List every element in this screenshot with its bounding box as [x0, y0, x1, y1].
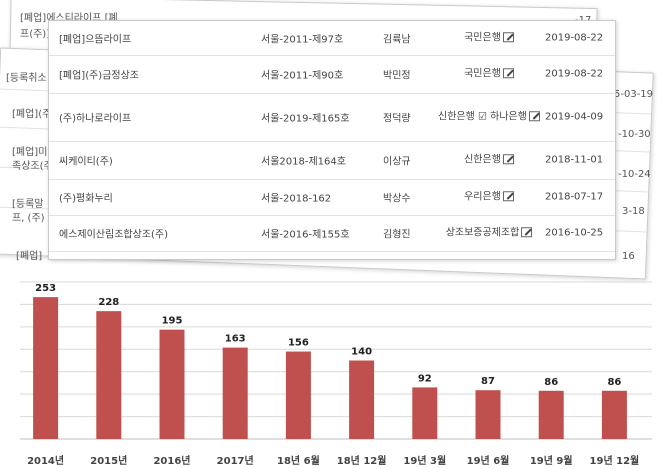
table-row: [폐업](주)금정상조 서울-2011-제90호 박민정 국민은행 2019-08-22 — [49, 55, 615, 94]
x-tick-label: 19년 3월 — [403, 454, 446, 467]
x-tick-label: 19년 6월 — [467, 454, 510, 467]
registration-date-cell: 2019-04-09 — [545, 111, 604, 123]
edit-icon[interactable] — [521, 227, 533, 238]
background-text-fragment: -10-30 — [618, 129, 651, 140]
background-text-fragment: 16 — [622, 251, 635, 262]
data-label: 156 — [288, 338, 309, 349]
bank-name: 신한은행 ☑ 하나은행 — [438, 111, 527, 123]
edit-icon[interactable] — [502, 191, 514, 202]
bank-name: 상조보증공제조합 — [445, 227, 520, 239]
registration-date-cell: 2019-08-22 — [545, 68, 604, 80]
x-tick-label: 19년 12월 — [590, 454, 640, 467]
x-tick-label: 18년 12월 — [337, 454, 387, 467]
registration-table-sheet: [폐업]으뜸라이프 서울-2011-제97호 김륙남 국민은행 2019-08-22 [폐… — [48, 20, 616, 260]
table-row: 에스제이산림조합상조(주) 서울-2016-제155호 김형진 상조보증공제조합 201… — [49, 215, 615, 252]
background-text-fragment: [폐업]미 — [12, 147, 48, 158]
table-row: (주)하나로라이프 서울-2019-제165호 정덕량 신한은행 ☑ 하나은행 2019… — [49, 93, 615, 142]
x-tick-label: 2017년 — [217, 454, 254, 467]
data-label: 87 — [481, 376, 495, 387]
registration-number-cell: 서울2018-제164호 — [261, 156, 346, 168]
bar — [33, 297, 59, 439]
company-name-cell: (주)평화누리 — [59, 193, 113, 205]
background-text-fragment: 5-03-19 — [614, 89, 654, 100]
registration-number-cell: 서울-2019-제165호 — [261, 113, 350, 125]
background-text-fragment: [등록말 — [12, 199, 44, 210]
x-tick-label: 2016년 — [153, 454, 190, 467]
data-label: 86 — [544, 377, 558, 388]
background-text-fragment: -10-24 — [618, 169, 651, 180]
data-label: 163 — [225, 334, 246, 345]
bar — [349, 360, 375, 439]
company-name-cell: [폐업]으뜸라이프 — [59, 34, 132, 46]
background-text-fragment: 3-18 — [622, 206, 645, 217]
registration-date-cell: 2018-11-01 — [545, 154, 604, 166]
data-label: 92 — [418, 373, 432, 384]
data-label: 195 — [162, 316, 183, 327]
x-tick-label: 19년 9월 — [530, 454, 573, 467]
bank-name: 국민은행 — [464, 32, 501, 44]
bar — [601, 390, 627, 439]
x-tick-label: 18년 6월 — [277, 454, 320, 467]
bar — [222, 347, 248, 439]
table-row: [폐업]으뜸라이프 서울-2011-제97호 김륙남 국민은행 2019-08-22 — [49, 21, 615, 56]
x-tick-label: 2014년 — [27, 454, 64, 467]
bar — [538, 390, 564, 439]
representative-cell: 이상규 — [383, 156, 411, 168]
bank-cell: 우리은행 — [433, 190, 545, 204]
edit-icon[interactable] — [502, 32, 514, 43]
bar — [159, 329, 185, 439]
representative-cell: 정덕량 — [383, 113, 411, 125]
company-name-cell: (주)하나로라이프 — [59, 113, 132, 125]
bar — [285, 351, 311, 439]
company-name-cell: 씨케이티(주) — [59, 156, 113, 168]
bank-cell: 국민은행 — [433, 67, 545, 81]
background-text-fragment: 프, (주) — [12, 213, 45, 224]
data-label: 140 — [351, 347, 372, 358]
representative-cell: 박민정 — [383, 70, 411, 82]
registration-number-cell: 서울-2011-제90호 — [261, 70, 344, 82]
bank-cell: 신한은행 ☑ 하나은행 — [433, 110, 545, 124]
edit-icon[interactable] — [528, 111, 540, 122]
bar — [412, 387, 438, 439]
representative-cell: 김형진 — [383, 229, 411, 241]
bar-chart: 253 2014년 228 2015년 195 2016년 163 2017년 156 18년 6… — [20, 281, 652, 467]
background-text-fragment: [폐업] — [16, 251, 43, 262]
bank-name: 신한은행 — [464, 154, 501, 166]
registration-number-cell: 서울-2011-제97호 — [261, 34, 344, 46]
bank-name: 국민은행 — [464, 68, 501, 80]
bank-cell: 상조보증공제조합 — [433, 226, 545, 240]
background-text-fragment: 족상조(주 — [12, 161, 53, 172]
representative-cell: 김륙남 — [383, 34, 411, 46]
background-text-fragment: [폐업]에스티라이프 [폐 — [20, 13, 118, 24]
bank-cell: 국민은행 — [433, 31, 545, 45]
x-tick-label: 2015년 — [90, 454, 127, 467]
background-text-fragment: 프(주)] — [20, 29, 51, 40]
bank-name: 우리은행 — [464, 191, 501, 203]
registration-date-cell: 2019-08-22 — [545, 32, 604, 44]
company-name-cell: 에스제이산림조합상조(주) — [59, 229, 169, 241]
registration-number-cell: 서울-2018-162 — [261, 193, 332, 205]
table-row: 씨케이티(주) 서울2018-제164호 이상규 신한은행 2018-11-01 — [49, 141, 615, 180]
bar — [475, 390, 501, 439]
registration-date-cell: 2018-07-17 — [545, 191, 604, 203]
background-text-fragment: [폐업](주 — [12, 109, 52, 120]
registration-date-cell: 2016-10-25 — [545, 227, 604, 239]
registration-number-cell: 서울-2016-제155호 — [261, 229, 350, 241]
bar — [96, 311, 122, 439]
background-text-fragment: [등록취소 — [6, 73, 47, 84]
bank-cell: 신한은행 — [433, 153, 545, 167]
edit-icon[interactable] — [502, 68, 514, 79]
table-row: (주)평화누리 서울-2018-162 박상수 우리은행 2018-07-17 — [49, 179, 615, 216]
representative-cell: 박상수 — [383, 193, 411, 205]
data-label: 86 — [607, 377, 621, 388]
data-label: 253 — [35, 283, 56, 294]
data-label: 228 — [98, 297, 119, 308]
edit-icon[interactable] — [502, 154, 514, 165]
company-name-cell: [폐업](주)금정상조 — [59, 70, 140, 82]
